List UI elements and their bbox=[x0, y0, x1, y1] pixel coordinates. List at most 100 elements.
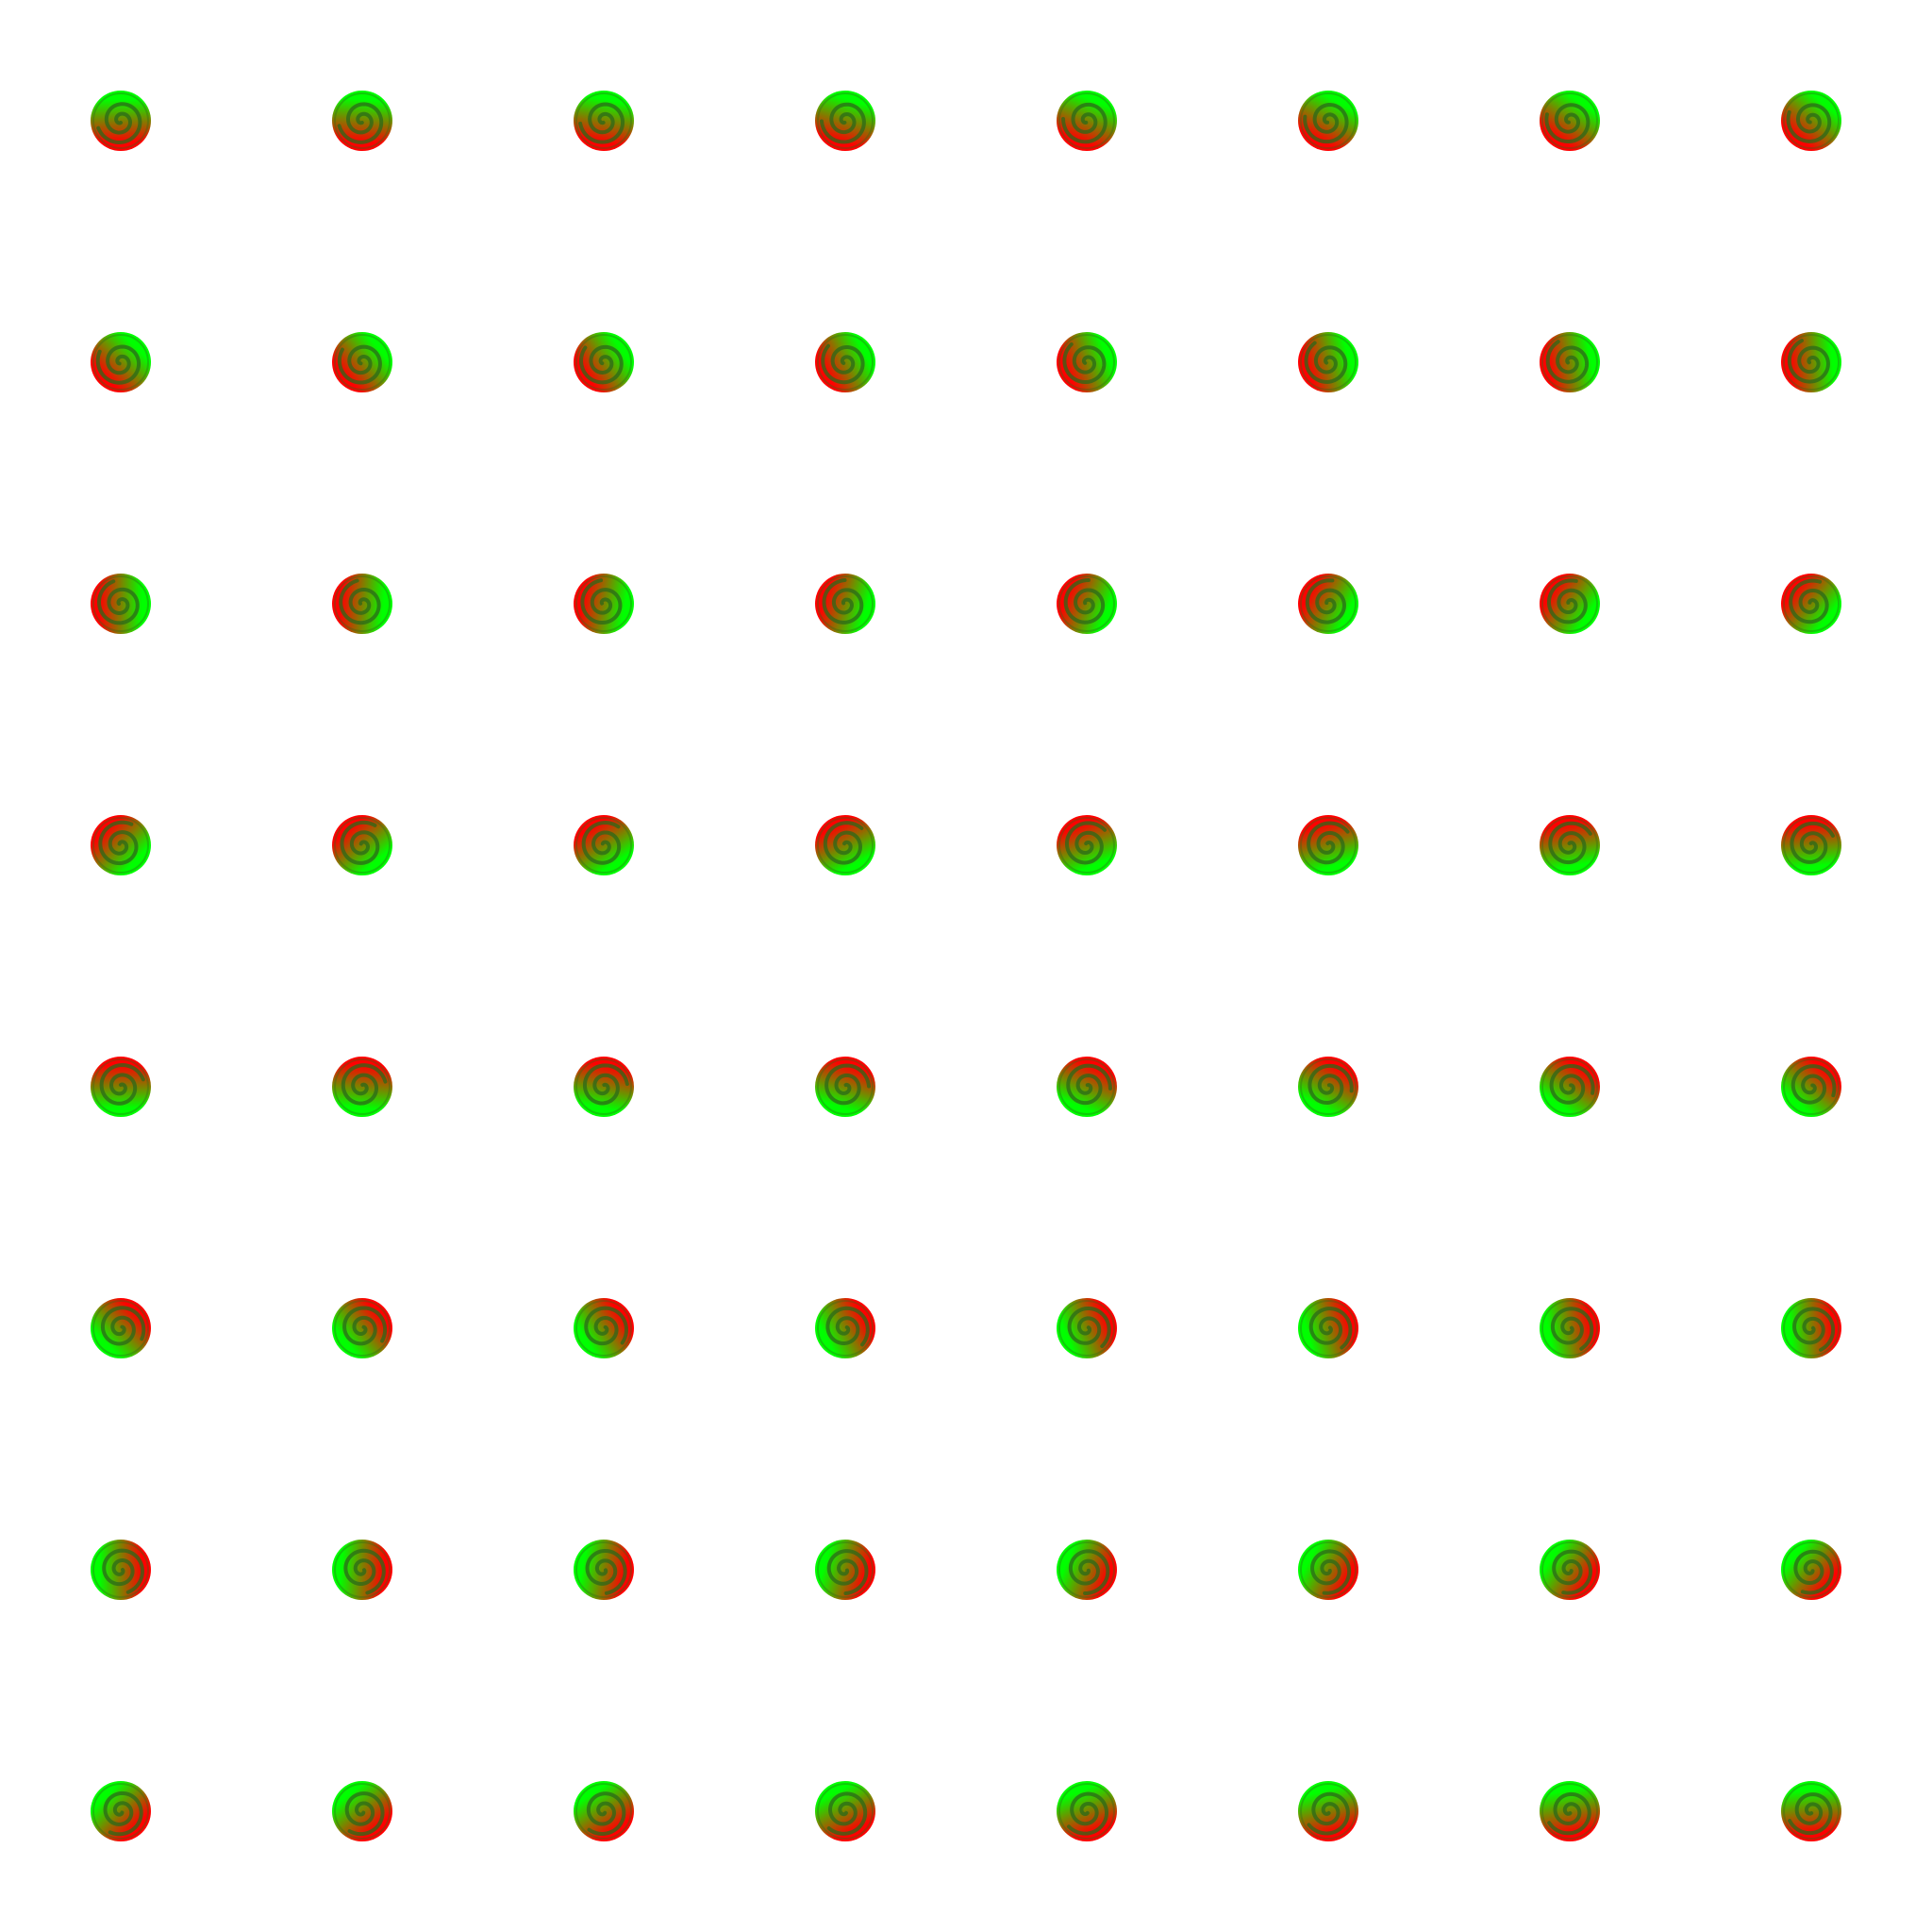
swirl-dot-grid bbox=[91, 91, 1841, 1841]
swirl-dot-spiral bbox=[95, 344, 142, 385]
swirl-dot-ring bbox=[1783, 1783, 1840, 1840]
swirl-dot-spiral bbox=[1793, 1549, 1834, 1595]
swirl-dot-spiral bbox=[1789, 578, 1829, 625]
swirl-dot bbox=[1540, 1781, 1600, 1841]
swirl-dot-ring bbox=[92, 817, 149, 874]
swirl-dot-spiral bbox=[99, 1063, 145, 1106]
swirl-dot bbox=[1057, 1540, 1117, 1600]
swirl-dot-spiral bbox=[1307, 821, 1350, 865]
swirl-dot-ring bbox=[1300, 92, 1357, 149]
swirl-dot bbox=[332, 1781, 392, 1841]
swirl-dot bbox=[1298, 1540, 1358, 1600]
swirl-dot bbox=[574, 1298, 634, 1358]
swirl-dot-spiral bbox=[1549, 1063, 1595, 1105]
swirl-dot bbox=[1298, 1298, 1358, 1358]
swirl-dot-ring bbox=[334, 817, 391, 874]
swirl-dot bbox=[1540, 1298, 1600, 1358]
swirl-dot bbox=[91, 574, 151, 634]
swirl-dot-ring bbox=[1541, 1300, 1598, 1357]
swirl-dot-ring bbox=[1300, 1541, 1357, 1598]
swirl-dot-ring bbox=[575, 334, 632, 391]
swirl-dot-ring bbox=[334, 1058, 391, 1115]
swirl-dot-ring bbox=[1300, 1300, 1357, 1357]
swirl-dot-ring bbox=[817, 817, 874, 874]
swirl-dot-spiral bbox=[1061, 102, 1108, 144]
swirl-dot-spiral bbox=[102, 1548, 144, 1594]
swirl-dot-spiral bbox=[1546, 578, 1588, 625]
swirl-dot bbox=[1540, 1540, 1600, 1600]
swirl-dot bbox=[332, 91, 392, 151]
swirl-dot-spiral bbox=[1786, 103, 1832, 143]
swirl-dot-ring bbox=[1058, 1300, 1115, 1357]
swirl-dot-ring bbox=[334, 1541, 391, 1598]
swirl-dot bbox=[1540, 574, 1600, 634]
swirl-dot-spiral bbox=[97, 579, 140, 625]
swirl-dot bbox=[1540, 91, 1600, 151]
swirl-dot bbox=[1781, 574, 1841, 634]
swirl-dot bbox=[1057, 1298, 1117, 1358]
swirl-dot-ring bbox=[817, 1783, 874, 1840]
swirl-dot-ring bbox=[92, 575, 149, 632]
swirl-dot-ring bbox=[1783, 575, 1840, 632]
swirl-dot-spiral bbox=[340, 820, 380, 865]
swirl-dot-spiral bbox=[341, 1063, 388, 1106]
swirl-dot-spiral bbox=[824, 1063, 872, 1106]
swirl-dot-ring bbox=[1300, 817, 1357, 874]
swirl-dot-spiral bbox=[1066, 1791, 1109, 1836]
swirl-dot-ring bbox=[1783, 817, 1840, 874]
swirl-dot-ring bbox=[92, 1783, 149, 1840]
swirl-dot-spiral bbox=[1790, 1064, 1837, 1105]
swirl-dot bbox=[815, 815, 875, 875]
swirl-dot bbox=[1057, 1781, 1117, 1841]
swirl-dot bbox=[574, 815, 634, 875]
swirl-dot bbox=[574, 332, 634, 392]
swirl-dot-spiral bbox=[825, 1306, 870, 1347]
swirl-dot bbox=[574, 574, 634, 634]
swirl-dot bbox=[1298, 332, 1358, 392]
swirl-dot-ring bbox=[1541, 334, 1598, 391]
swirl-dot-spiral bbox=[342, 1306, 388, 1346]
swirl-dot bbox=[815, 332, 875, 392]
swirl-dot-ring bbox=[92, 1300, 149, 1357]
swirl-dot-spiral bbox=[1307, 1063, 1354, 1105]
swirl-dot bbox=[1781, 1540, 1841, 1600]
swirl-dot-spiral bbox=[821, 343, 865, 385]
swirl-dot-spiral bbox=[98, 820, 139, 866]
swirl-dot-ring bbox=[1300, 1058, 1357, 1115]
swirl-dot-spiral bbox=[1552, 1549, 1593, 1595]
swirl-dot bbox=[91, 91, 151, 151]
swirl-dot-ring bbox=[1300, 1783, 1357, 1840]
swirl-dot-ring bbox=[1541, 817, 1598, 874]
swirl-dot-ring bbox=[817, 92, 874, 149]
swirl-dot-ring bbox=[1783, 1058, 1840, 1115]
swirl-dot-ring bbox=[575, 575, 632, 632]
swirl-dot-spiral bbox=[579, 344, 624, 385]
swirl-dot bbox=[1298, 1057, 1358, 1117]
swirl-dot-ring bbox=[575, 817, 632, 874]
swirl-dot bbox=[815, 1781, 875, 1841]
swirl-dot-ring bbox=[575, 1783, 632, 1840]
swirl-dot-spiral bbox=[819, 102, 866, 144]
swirl-dot-spiral bbox=[1303, 103, 1349, 144]
swirl-dot-spiral bbox=[582, 1063, 629, 1106]
swirl-dot-spiral bbox=[1790, 821, 1835, 864]
swirl-dot bbox=[91, 332, 151, 392]
swirl-dot-ring bbox=[1300, 334, 1357, 391]
swirl-dot bbox=[574, 1781, 634, 1841]
swirl-dot bbox=[815, 91, 875, 151]
swirl-dot-ring bbox=[575, 1300, 632, 1357]
swirl-dot bbox=[574, 1540, 634, 1600]
swirl-dot bbox=[1781, 815, 1841, 875]
swirl-dot-ring bbox=[334, 92, 391, 149]
swirl-dot-spiral bbox=[1788, 1792, 1833, 1836]
swirl-dot-spiral bbox=[1064, 821, 1108, 865]
swirl-dot-spiral bbox=[1304, 341, 1348, 384]
swirl-dot-ring bbox=[1300, 575, 1357, 632]
swirl-dot-ring bbox=[1541, 575, 1598, 632]
swirl-dot bbox=[815, 1540, 875, 1600]
swirl-dot-ring bbox=[575, 1541, 632, 1598]
swirl-dot-ring bbox=[92, 334, 149, 391]
swirl-dot bbox=[574, 91, 634, 151]
swirl-dot bbox=[1057, 91, 1117, 151]
swirl-dot-spiral bbox=[822, 577, 864, 625]
